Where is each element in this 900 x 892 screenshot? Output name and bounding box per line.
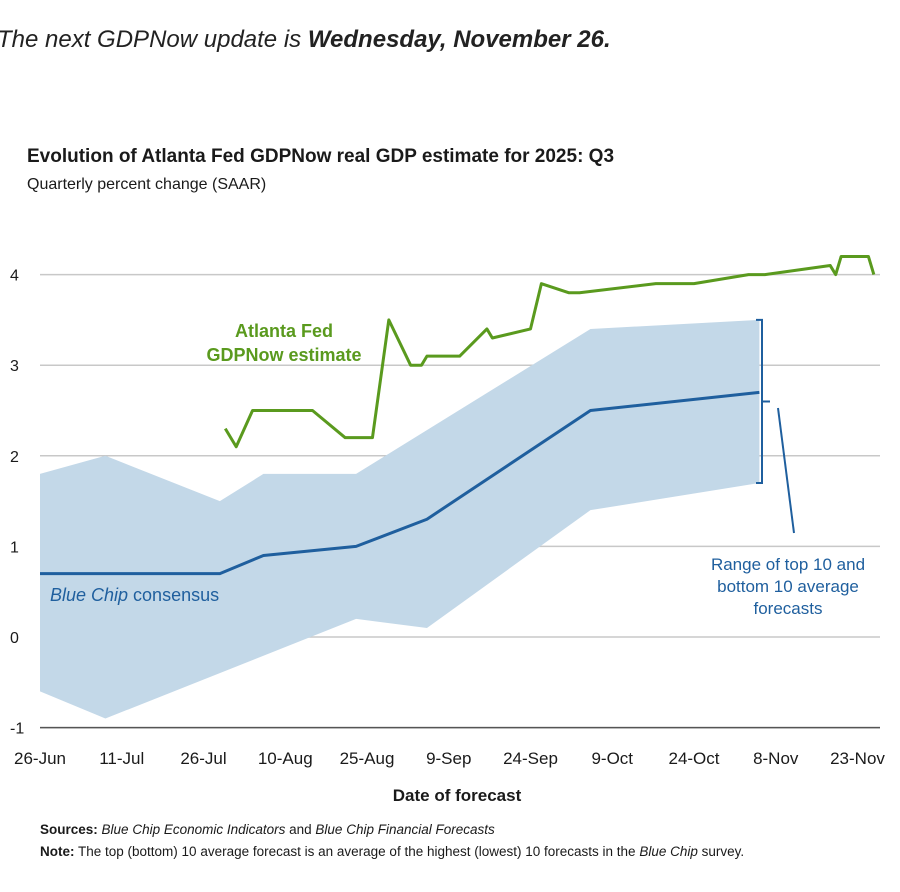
source-1: Blue Chip Economic Indicators [102,822,286,837]
gdpnow-series-label: Atlanta Fed [235,321,333,341]
x-tick-label: 10-Aug [258,749,313,768]
notice-prefix: The next GDPNow update is [0,26,308,53]
note-text-2: survey. [698,844,744,859]
x-tick-label: 9-Oct [591,749,633,768]
chart-title: Evolution of Atlanta Fed GDPNow real GDP… [27,146,614,167]
range-label: bottom 10 average [717,577,859,596]
gdpnow-series-label: GDPNow estimate [206,345,361,365]
source-2: Blue Chip Financial Forecasts [315,822,495,837]
y-tick-label: -1 [10,721,24,738]
chart-subtitle: Quarterly percent change (SAAR) [27,176,266,193]
range-label: forecasts [754,599,823,618]
blue-chip-label-rest: consensus [128,585,219,605]
next-update-notice: The next GDPNow update is Wednesday, Nov… [0,26,611,54]
x-tick-label: 25-Aug [340,749,395,768]
y-tick-label: 3 [10,358,19,375]
range-callout-line [777,407,795,534]
note-line: Note: The top (bottom) 10 average foreca… [40,844,744,859]
y-tick-label: 2 [10,449,19,466]
sources-line: Sources: Blue Chip Economic Indicators a… [40,822,495,837]
gdpnow-line [224,254,876,449]
sources-and: and [285,822,315,837]
note-italic: Blue Chip [639,844,698,859]
y-tick-label: 4 [10,268,19,285]
x-tick-label: 23-Nov [830,749,885,768]
x-tick-label: 11-Jul [99,749,144,768]
x-axis-label: Date of forecast [393,786,522,805]
sources-label: Sources: [40,822,98,837]
x-tick-label: 8-Nov [753,749,799,768]
blue-chip-consensus-line [40,390,760,576]
range-bracket [756,318,770,484]
range-label: Range of top 10 and [711,555,865,574]
blue-chip-label-italic: Blue Chip [50,585,128,605]
x-tick-label: 26-Jul [180,749,226,768]
x-tick-label: 26-Jun [14,749,66,768]
x-tick-label: 24-Sep [503,749,558,768]
y-tick-label: 1 [10,539,19,556]
note-text-1: The top (bottom) 10 average forecast is … [75,844,640,859]
forecast-range-band [40,319,760,719]
y-tick-label: 0 [10,630,19,647]
x-tick-label: 9-Sep [426,749,471,768]
blue-chip-series-label: Blue Chip consensus [50,585,219,605]
note-label: Note: [40,844,75,859]
notice-date: Wednesday, November 26. [307,26,611,53]
x-tick-label: 24-Oct [668,749,719,768]
